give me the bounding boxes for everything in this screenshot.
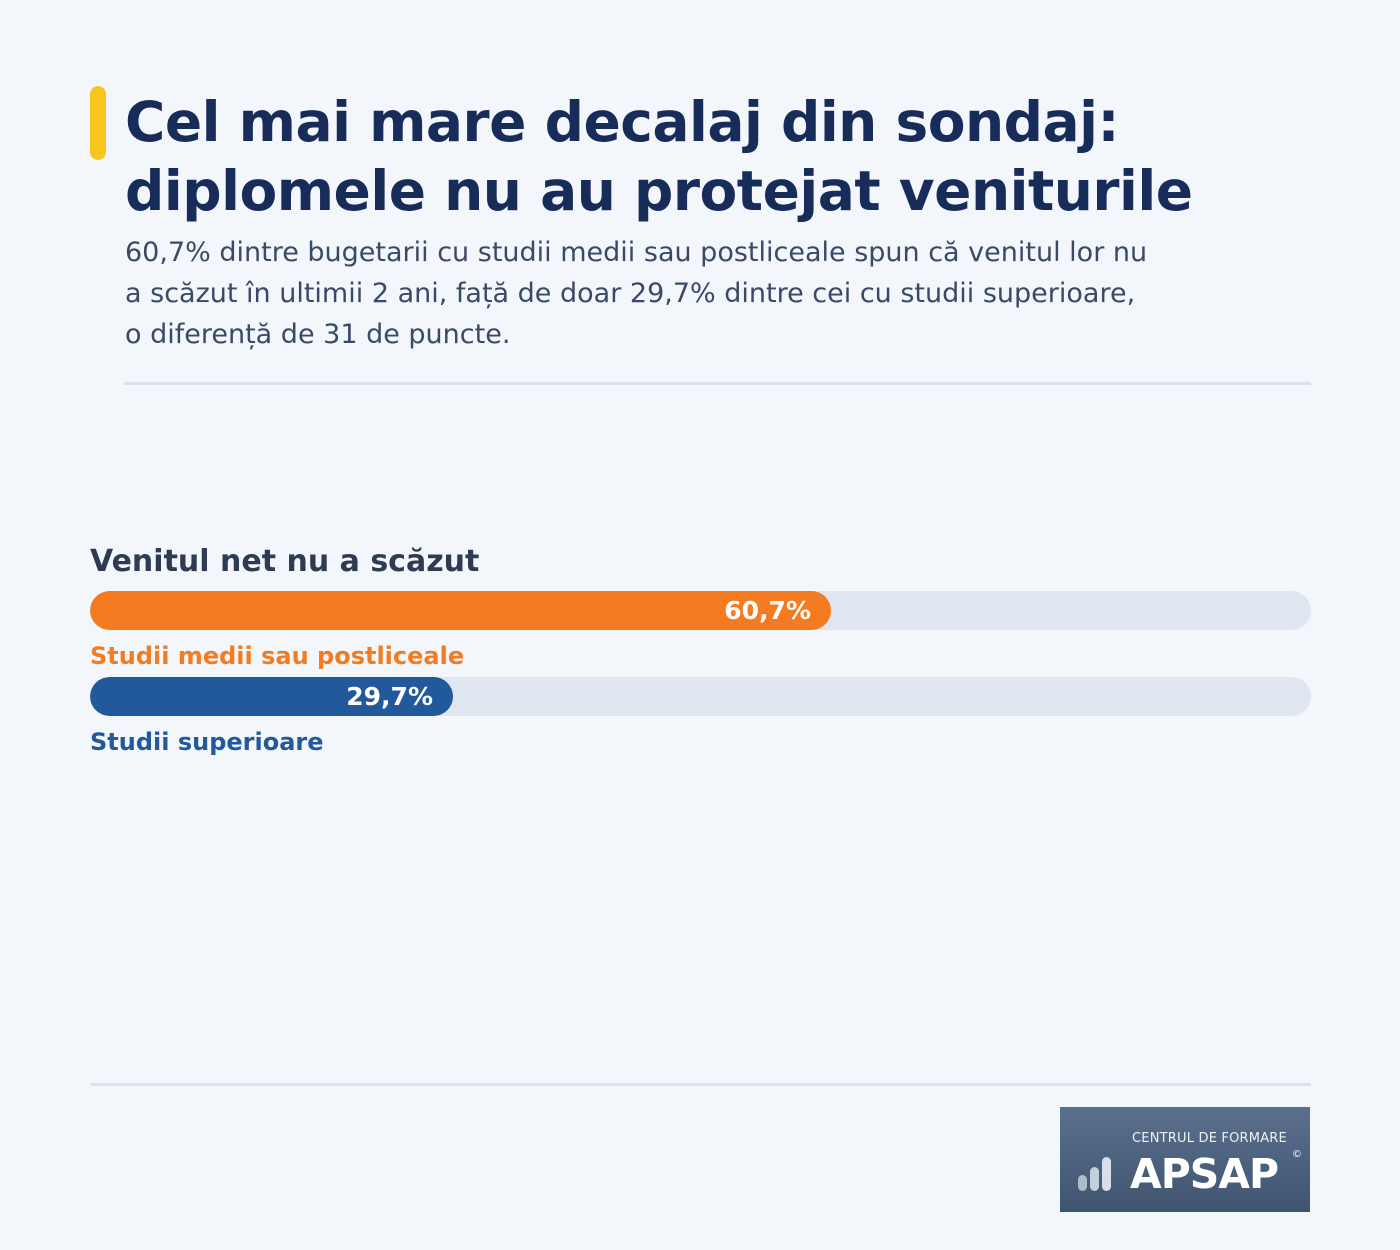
bar-value-label-0: 60,7%: [724, 596, 811, 625]
title-line-1: Cel mai mare decalaj din sondaj:: [125, 90, 1119, 154]
bar-value-label-1: 29,7%: [346, 682, 433, 711]
top-divider: [124, 382, 1311, 385]
bar-chart-icon: [1078, 1157, 1111, 1191]
logo-copyright: ©: [1292, 1149, 1302, 1160]
bar-0: [90, 591, 831, 630]
subtitle: 60,7% dintre bugetarii cu studii medii s…: [125, 232, 1325, 355]
subtitle-line-2: a scăzut în ultimii 2 ani, față de doar …: [125, 278, 1136, 309]
logo-top-text: CENTRUL DE FORMARE: [1132, 1131, 1287, 1146]
subtitle-line-3: o diferență de 31 de puncte.: [125, 319, 511, 350]
title-line-2: diplomele nu au protejat veniturile: [125, 159, 1193, 223]
bar-track-0: 60,7%: [90, 591, 1311, 630]
bar-track-1: 29,7%: [90, 677, 1311, 716]
category-label-1: Studii superioare: [90, 728, 324, 756]
bar-1: [90, 677, 453, 716]
chart-title: Venitul net nu a scăzut: [90, 544, 480, 579]
logo-main-text: APSAP: [1130, 1150, 1279, 1198]
page-title: Cel mai mare decalaj din sondaj: diplome…: [125, 88, 1325, 226]
subtitle-line-1: 60,7% dintre bugetarii cu studii medii s…: [125, 237, 1148, 268]
category-label-0: Studii medii sau postliceale: [90, 642, 465, 670]
apsap-logo: CENTRUL DE FORMARE APSAP ©: [1060, 1107, 1310, 1212]
title-accent-bar: [90, 86, 106, 160]
bottom-divider: [90, 1083, 1311, 1086]
